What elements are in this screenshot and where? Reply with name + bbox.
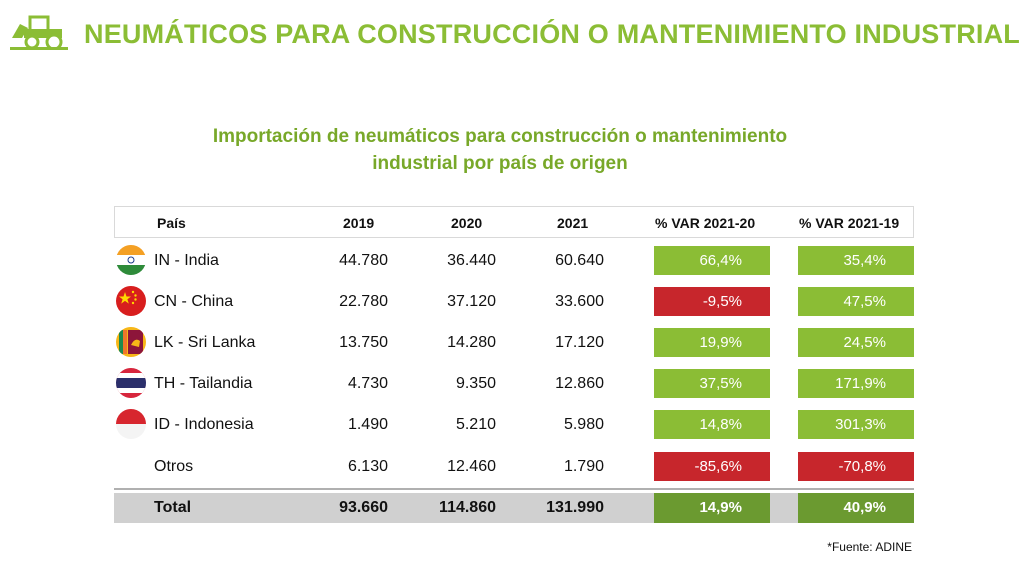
- value-2020: 36.440: [447, 252, 496, 269]
- header: NEUMÁTICOS PARA CONSTRUCCIÓN O MANTENIMI…: [0, 0, 1024, 62]
- value-2020: 37.120: [447, 293, 496, 310]
- col-header-var-21-20: % VAR 2021-20: [655, 215, 756, 231]
- india-flag-icon: [116, 245, 146, 275]
- col-header-pais: País: [157, 215, 186, 231]
- var-2021-19: 35,4%: [798, 246, 914, 275]
- country-name: CN - China: [154, 293, 234, 310]
- value-2021: 33.600: [555, 293, 604, 310]
- var-2021-20: 66,4%: [654, 246, 770, 275]
- subtitle-line-2: industrial por país de origen: [372, 153, 628, 174]
- value-2019: 44.780: [339, 252, 388, 269]
- total-label: Total: [154, 499, 192, 516]
- col-header-var-21-19: % VAR 2021-19: [799, 215, 900, 231]
- value-2020: 12.460: [447, 458, 496, 475]
- tractor-icon: [10, 15, 68, 50]
- value-2021: 5.980: [563, 416, 604, 433]
- value-2020: 5.210: [455, 416, 496, 433]
- value-2021: 1.790: [563, 458, 604, 475]
- table-row: Otros 6.130 12.460 1.790 -85,6% -70,8%: [114, 449, 914, 483]
- country-name: TH - Tailandia: [154, 375, 253, 392]
- country-name: ID - Indonesia: [154, 416, 254, 433]
- var-2021-20: -85,6%: [654, 452, 770, 481]
- indonesia-flag-icon: [116, 409, 146, 439]
- value-2021: 60.640: [555, 252, 604, 269]
- var-2021-19: 47,5%: [798, 287, 914, 316]
- table-row: LK - Sri Lanka 13.750 14.280 17.120 19,9…: [114, 325, 914, 359]
- value-2021: 17.120: [555, 334, 604, 351]
- value-2020: 9.350: [455, 375, 496, 392]
- total-2021: 131.990: [546, 499, 604, 516]
- var-2021-19: -70,8%: [798, 452, 914, 481]
- value-2019: 13.750: [339, 334, 388, 351]
- var-2021-20: -9,5%: [654, 287, 770, 316]
- table-row: ID - Indonesia 1.490 5.210 5.980 14,8% 3…: [114, 407, 914, 441]
- table-row: TH - Tailandia 4.730 9.350 12.860 37,5% …: [114, 366, 914, 400]
- total-var-2021-20: 14,9%: [654, 493, 770, 523]
- sri-lanka-flag-icon: [116, 327, 146, 357]
- var-2021-20: 19,9%: [654, 328, 770, 357]
- table-row: CN - China 22.780 37.120 33.600 -9,5% 47…: [114, 284, 914, 318]
- total-divider: [114, 488, 914, 490]
- total-row: Total 93.660 114.860 131.990 14,9% 40,9%: [114, 493, 914, 523]
- var-2021-19: 171,9%: [798, 369, 914, 398]
- china-flag-icon: [116, 286, 146, 316]
- total-var-2021-19: 40,9%: [798, 493, 914, 523]
- var-2021-19: 24,5%: [798, 328, 914, 357]
- total-2019: 93.660: [339, 499, 388, 516]
- subtitle-line-1: Importación de neumáticos para construcc…: [212, 126, 788, 147]
- table-header: País 2019 2020 2021 % VAR 2021-20 % VAR …: [114, 206, 914, 238]
- col-header-2020: 2020: [451, 215, 483, 231]
- source-note: *Fuente: ADINE: [827, 540, 912, 554]
- value-2019: 22.780: [339, 293, 388, 310]
- page-title: NEUMÁTICOS PARA CONSTRUCCIÓN O MANTENIMI…: [84, 19, 1020, 49]
- total-2020: 114.860: [439, 499, 496, 516]
- value-2019: 6.130: [347, 458, 388, 475]
- table-row: IN - India 44.780 36.440 60.640 66,4% 35…: [114, 243, 914, 277]
- country-name: LK - Sri Lanka: [154, 334, 256, 351]
- country-name: Otros: [154, 458, 194, 475]
- value-2021: 12.860: [555, 375, 604, 392]
- col-header-2021: 2021: [557, 215, 589, 231]
- var-2021-19: 301,3%: [798, 410, 914, 439]
- col-header-2019: 2019: [343, 215, 375, 231]
- value-2019: 1.490: [347, 416, 388, 433]
- value-2020: 14.280: [447, 334, 496, 351]
- thailand-flag-icon: [116, 368, 146, 398]
- var-2021-20: 37,5%: [654, 369, 770, 398]
- var-2021-20: 14,8%: [654, 410, 770, 439]
- value-2019: 4.730: [347, 375, 388, 392]
- country-name: IN - India: [154, 252, 219, 269]
- chart-subtitle: Importación de neumáticos para construcc…: [150, 123, 850, 177]
